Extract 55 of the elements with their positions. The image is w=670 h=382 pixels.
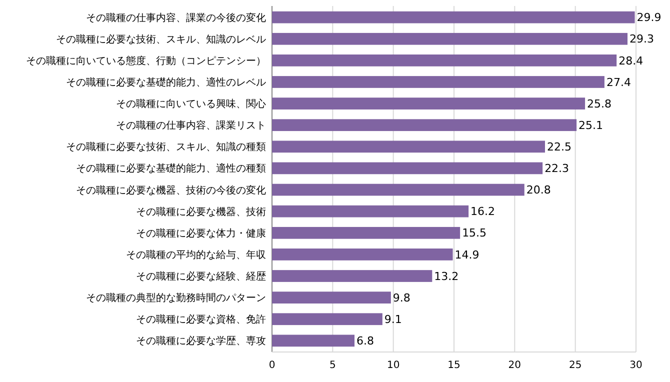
bar	[272, 162, 543, 174]
x-tick-label: 20	[508, 360, 522, 371]
x-tick-label: 10	[386, 360, 400, 371]
data-label: 25.1	[578, 118, 604, 132]
bar	[272, 270, 432, 282]
y-tick-label: その職種の仕事内容、課業リスト	[116, 120, 266, 132]
y-tick-label: その職種に必要な機器、技術	[136, 206, 266, 218]
data-label: 27.4	[606, 76, 631, 89]
data-label: 22.5	[547, 140, 572, 154]
bar	[272, 334, 355, 347]
x-tick-label: 30	[630, 360, 642, 371]
bar	[272, 98, 586, 110]
data-label: 14.9	[454, 248, 480, 262]
y-tick-label: その職種の平均的な給与、年収	[126, 248, 266, 261]
y-tick-label: その職種に必要な体力・健康	[136, 227, 266, 240]
y-tick-label: その職種に必要な学歴、専攻	[136, 335, 266, 348]
y-tick-label: その職種に向いている態度、行動（コンピテンシー）	[26, 54, 266, 67]
data-label: 28.4	[618, 54, 644, 68]
bar	[272, 140, 545, 153]
y-tick-label: その職種に向いている興味、関心	[116, 98, 266, 110]
bar	[272, 205, 469, 218]
data-label: 6.8	[356, 334, 374, 348]
x-tick-label: 0	[268, 360, 276, 371]
x-tick-label: 25	[568, 360, 582, 371]
bar	[272, 184, 524, 196]
x-tick-label: 15	[448, 360, 460, 371]
bar	[272, 32, 628, 45]
data-label: 29.3	[630, 32, 654, 46]
data-label: 13.2	[434, 270, 459, 283]
data-label: 9.8	[392, 291, 410, 304]
y-tick-label: その職種の典型的な勤務時間のパターン	[86, 292, 266, 304]
y-tick-label: その職種に必要な基礎的能力、適性の種類	[76, 162, 266, 175]
data-label: 15.5	[462, 226, 487, 240]
data-label: 22.3	[544, 162, 570, 176]
data-label: 20.8	[526, 184, 551, 197]
y-tick-label: その職種に必要な技術、スキル、知識のレベル	[56, 33, 266, 46]
bar	[272, 76, 604, 88]
data-label: 29.9	[636, 11, 662, 24]
bar	[272, 313, 382, 326]
data-label: 16.2	[470, 205, 496, 218]
y-tick-label: その職種に必要な資格、免許	[136, 314, 266, 326]
bar	[272, 54, 617, 66]
y-tick-label: その職種に必要な基礎的能力、適性のレベル	[66, 76, 266, 88]
bar	[272, 248, 453, 260]
y-tick-label: その職種に必要な機器、技術の今後の変化	[76, 184, 266, 196]
y-tick-label: その職種の仕事内容、課業の今後の変化	[86, 12, 266, 24]
y-tick-label: その職種に必要な技術、スキル、知識の種類	[66, 141, 266, 154]
data-label: 9.1	[384, 312, 402, 326]
y-tick-label: その職種に必要な経験、経歴	[136, 270, 266, 283]
bar	[272, 292, 391, 304]
bar	[272, 11, 635, 24]
bar	[272, 226, 460, 239]
data-label: 25.8	[587, 97, 612, 110]
x-tick-label: 5	[329, 360, 336, 371]
bar	[272, 119, 577, 132]
